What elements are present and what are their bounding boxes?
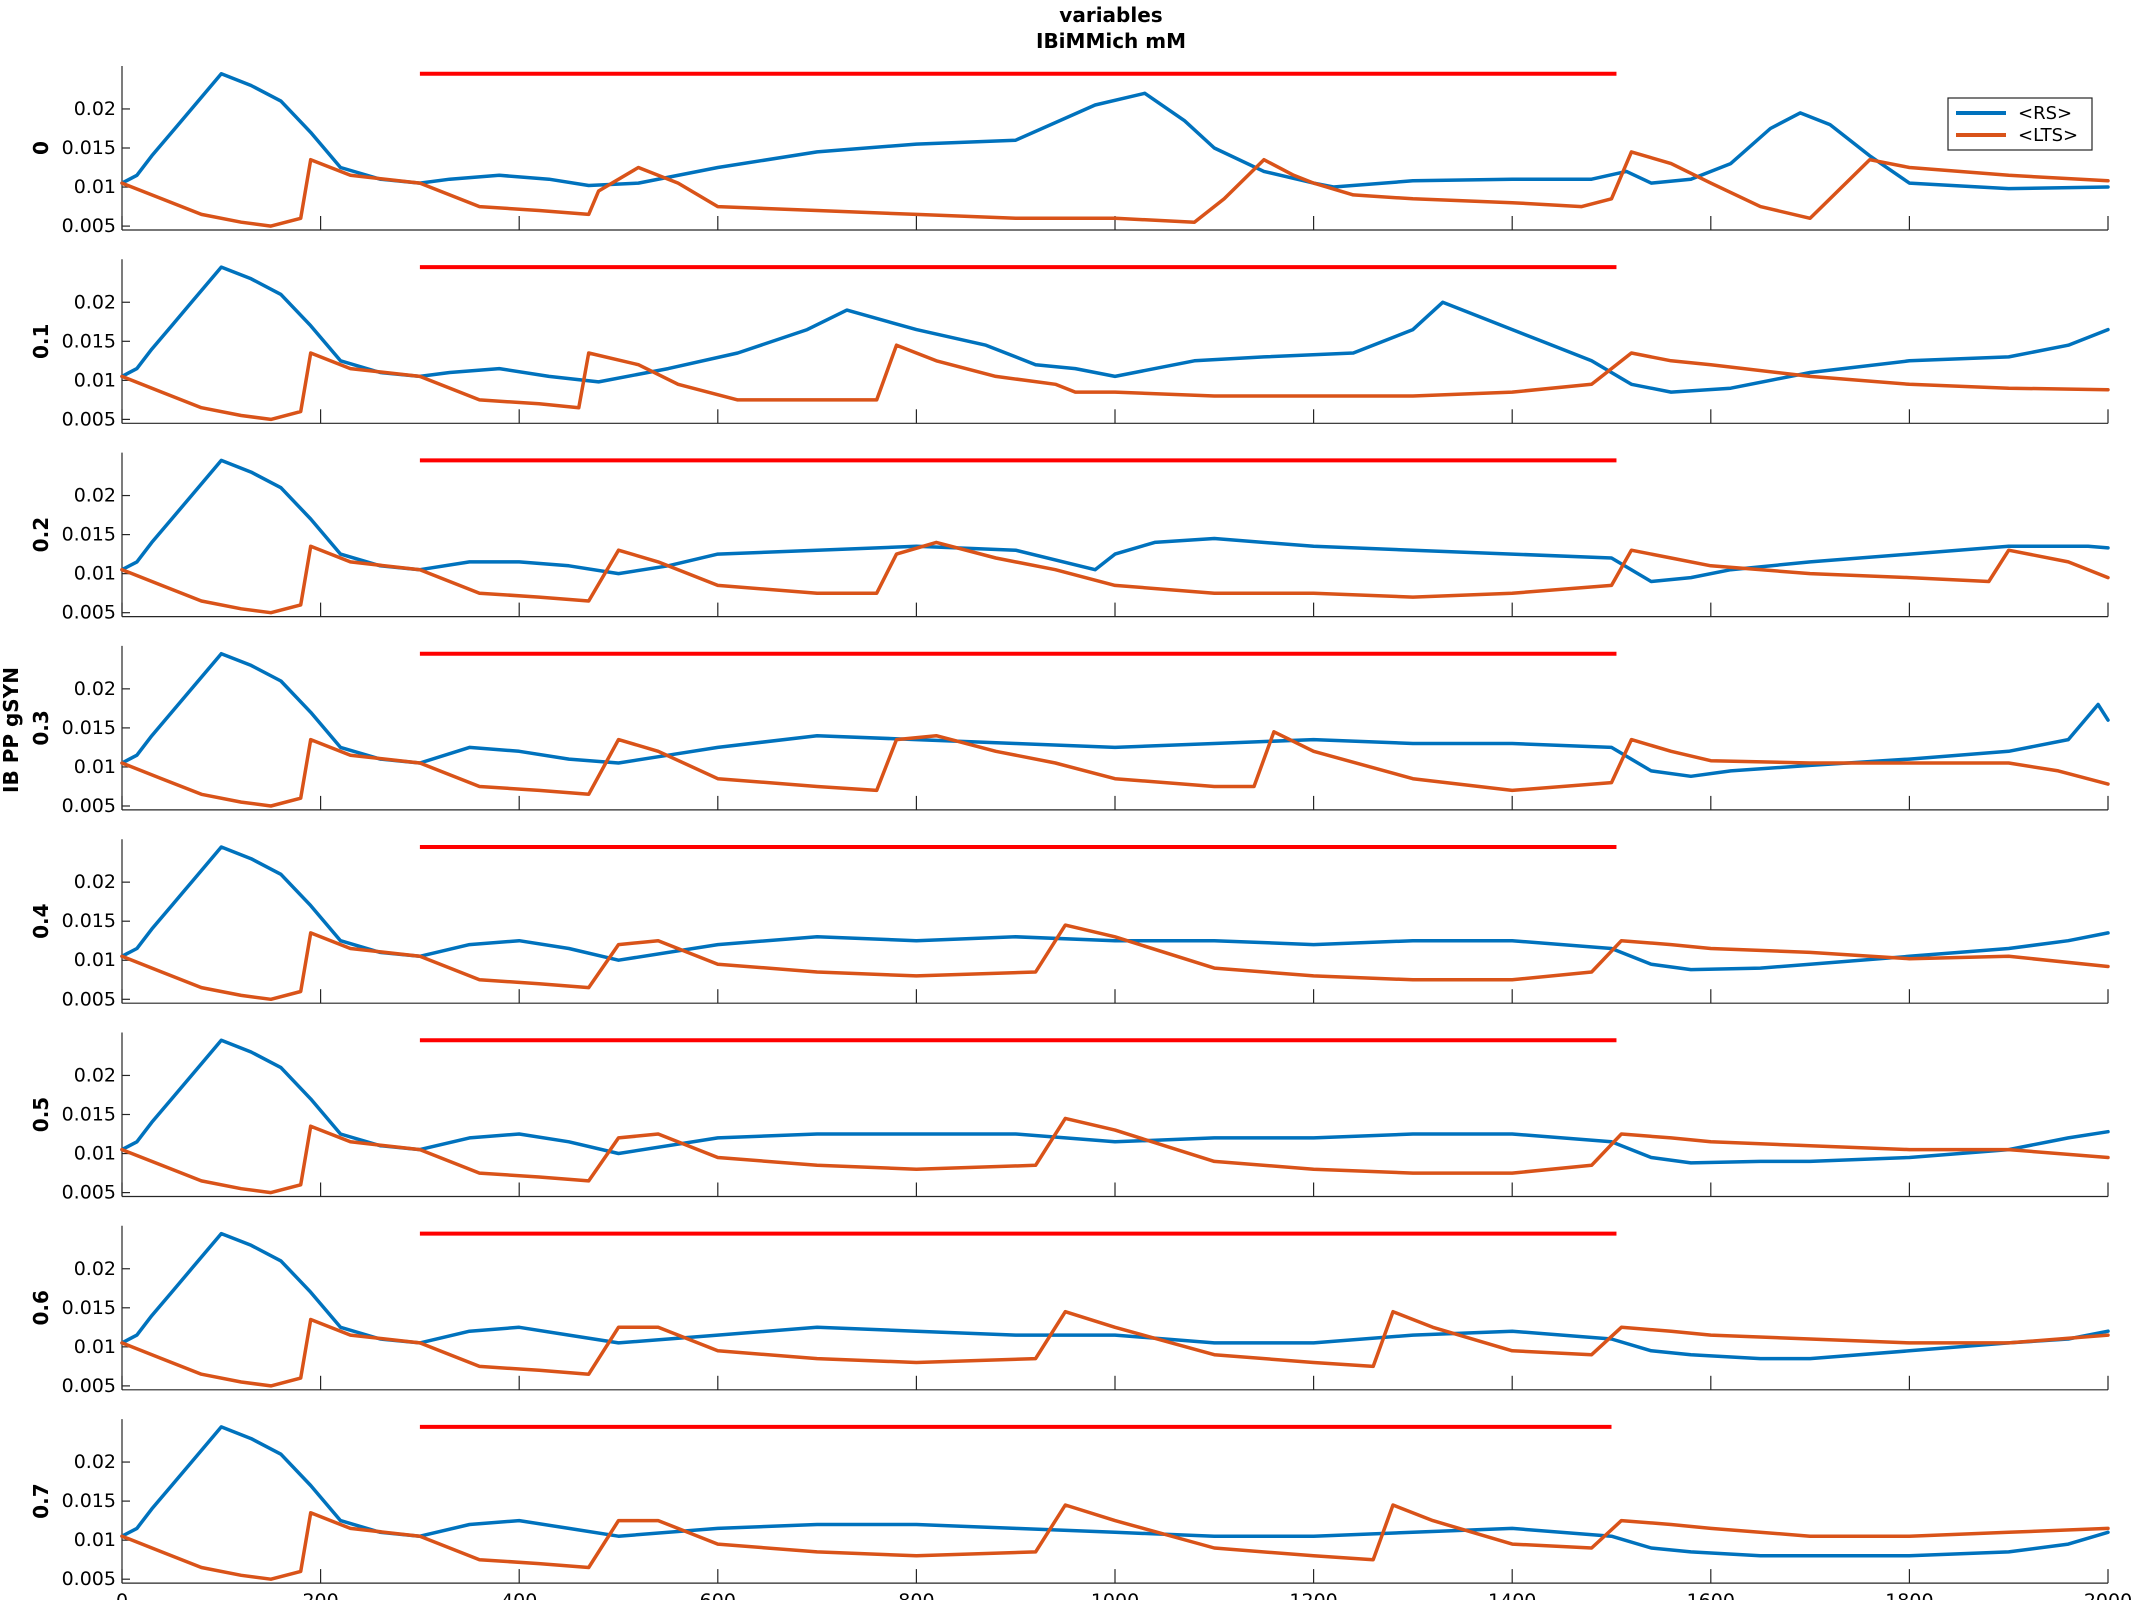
- series-line-RS: [120, 1425, 2110, 1558]
- x-tick-label: 1600: [1687, 1590, 1735, 1600]
- y-tick-label: 0.015: [62, 1490, 116, 1512]
- figure-title-line-2: IBiMMich mM: [1036, 29, 1186, 53]
- subplot-1: 0.005 0.01 0.015 0.02 0.1: [29, 259, 2110, 430]
- y-tick-label: 0.01: [74, 176, 116, 198]
- y-tick-label: 0.015: [62, 910, 116, 932]
- y-tick-label: 0.01: [74, 949, 116, 971]
- subplot-row-label: 0.7: [29, 1483, 53, 1518]
- series-line-RS: [120, 72, 2110, 191]
- series-line-LTS: [120, 923, 2110, 1002]
- legend-box: [1947, 97, 2093, 151]
- subplot-row-label: 0.5: [29, 1097, 53, 1132]
- subplot-4: 0.005 0.01 0.015 0.02 0.4: [29, 839, 2110, 1010]
- y-tick-label: 0.02: [74, 871, 116, 893]
- x-tick-label: 1200: [1289, 1590, 1337, 1600]
- y-tick-label: 0.005: [62, 1568, 116, 1590]
- subplot-7: 0.005 0.01 0.015 0.02 0.7 0 200 400 600 800 1000 12…: [29, 1419, 2132, 1600]
- x-tick-label: 800: [898, 1590, 934, 1600]
- y-tick-label: 0.02: [74, 1451, 116, 1473]
- y-tick-label: 0.02: [74, 98, 116, 120]
- series-line-LTS: [120, 1309, 2110, 1388]
- y-tick-label: 0.02: [74, 485, 116, 507]
- y-tick-label: 0.01: [74, 563, 116, 585]
- y-tick-label: 0.005: [62, 795, 116, 817]
- y-tick-label: 0.015: [62, 717, 116, 739]
- y-tick-label: 0.01: [74, 756, 116, 778]
- x-tick-label: 1000: [1091, 1590, 1139, 1600]
- series-line-RS: [120, 458, 2110, 584]
- series-line-RS: [120, 845, 2110, 972]
- subplot-5: 0.005 0.01 0.015 0.02 0.5: [29, 1032, 2110, 1204]
- y-tick-label: 0.015: [62, 524, 116, 546]
- y-tick-label: 0.02: [74, 1258, 116, 1280]
- series-line-LTS: [120, 343, 2110, 422]
- y-tick-label: 0.015: [62, 330, 116, 352]
- figure-title-line-1: variables: [1059, 3, 1162, 27]
- y-tick-label: 0.005: [62, 1182, 116, 1204]
- y-tick-label: 0.015: [62, 1297, 116, 1319]
- x-tick-label: 2000: [2084, 1590, 2132, 1600]
- y-tick-label: 0.01: [74, 1529, 116, 1551]
- x-tick-label: 0: [116, 1590, 128, 1600]
- y-tick-label: 0.005: [62, 1375, 116, 1397]
- y-tick-label: 0.02: [74, 1064, 116, 1086]
- y-tick-label: 0.015: [62, 1104, 116, 1126]
- x-tick-label: 1800: [1885, 1590, 1933, 1600]
- series-line-LTS: [120, 730, 2110, 808]
- subplot-row-label: 0.3: [29, 710, 53, 745]
- legend: <RS><LTS>: [1947, 97, 2093, 151]
- subplot-3: 0.005 0.01 0.015 0.02 0.3: [29, 645, 2110, 817]
- y-tick-label: 0.01: [74, 369, 116, 391]
- x-tick-label: 200: [302, 1590, 338, 1600]
- subplot-2: 0.005 0.01 0.015 0.02 0.2: [29, 452, 2110, 624]
- y-tick-label: 0.005: [62, 988, 116, 1010]
- series-line-RS: [120, 651, 2110, 779]
- x-tick-label: 600: [700, 1590, 736, 1600]
- subplot-0: 0.005 0.01 0.015 0.02 0: [29, 66, 2110, 237]
- subplot-stack: 0.0050.010.0150.0200.0050.010.0150.020.1…: [29, 66, 2132, 1600]
- subplot-row-label: 0: [29, 141, 53, 155]
- y-tick-label: 0.015: [62, 137, 116, 159]
- subplot-row-label: 0.6: [29, 1290, 53, 1325]
- subplot-row-label: 0.2: [29, 517, 53, 552]
- series-line-RS: [120, 1231, 2110, 1361]
- series-line-LTS: [120, 540, 2110, 615]
- y-tick-label: 0.005: [62, 408, 116, 430]
- series-line-LTS: [120, 1116, 2110, 1195]
- x-tick-label: 1400: [1488, 1590, 1536, 1600]
- legend-label-RS: <RS>: [2018, 103, 2072, 124]
- subplot-row-label: 0.4: [29, 903, 53, 938]
- series-line-LTS: [120, 150, 2110, 228]
- x-tick-label: 400: [501, 1590, 537, 1600]
- y-tick-label: 0.01: [74, 1336, 116, 1358]
- legend-label-LTS: <LTS>: [2018, 125, 2078, 146]
- series-line-RS: [120, 1038, 2110, 1165]
- subplot-row-label: 0.1: [29, 324, 53, 359]
- subplot-6: 0.005 0.01 0.015 0.02 0.6: [29, 1225, 2110, 1397]
- figure-y-axis-label: IB PP gSYN: [0, 667, 23, 793]
- series-line-RS: [120, 265, 2110, 394]
- y-tick-label: 0.02: [74, 678, 116, 700]
- y-tick-label: 0.005: [62, 602, 116, 624]
- y-tick-label: 0.02: [74, 291, 116, 313]
- y-tick-label: 0.005: [62, 215, 116, 237]
- series-line-LTS: [120, 1503, 2110, 1581]
- y-tick-label: 0.01: [74, 1143, 116, 1165]
